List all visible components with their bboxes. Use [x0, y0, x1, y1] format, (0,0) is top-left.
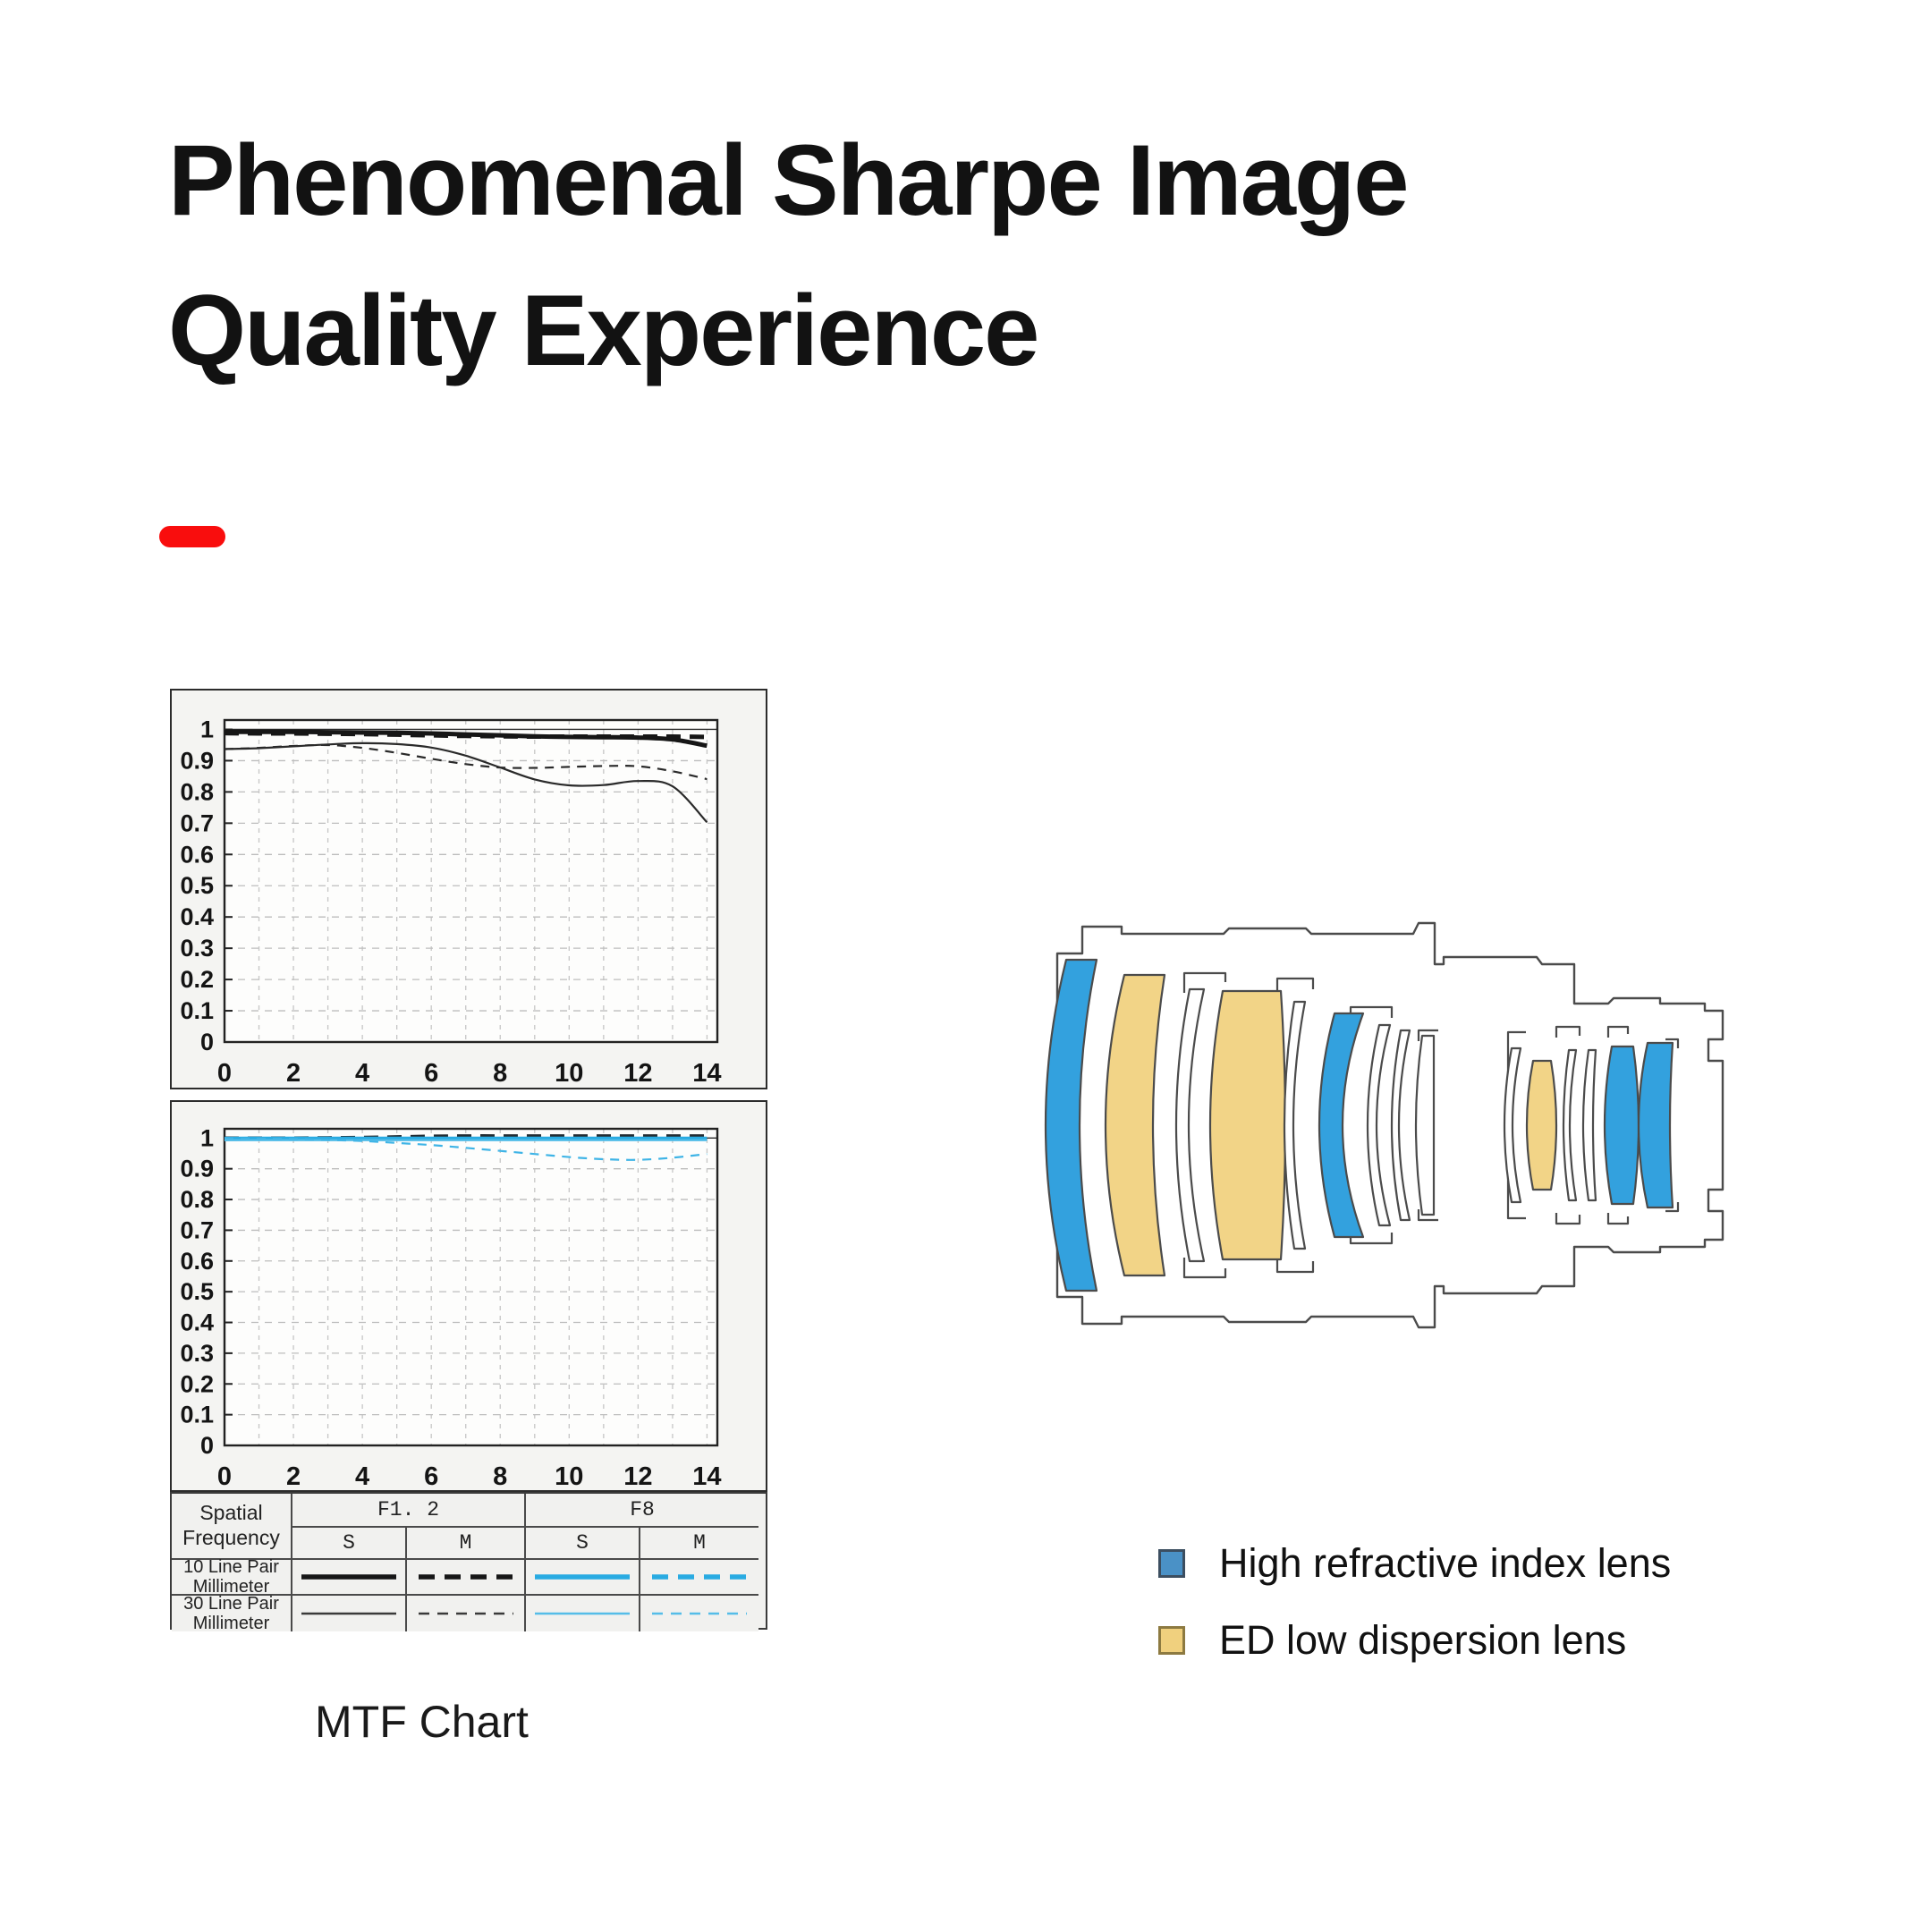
svg-text:4: 4 [355, 1462, 369, 1490]
table-subheader-s1: S [292, 1528, 407, 1560]
svg-text:0.1: 0.1 [180, 997, 214, 1024]
svg-text:1: 1 [200, 716, 214, 742]
svg-text:1: 1 [200, 1124, 214, 1151]
swatch-30lp-f12-s [292, 1596, 407, 1631]
svg-text:8: 8 [493, 1059, 507, 1088]
lens-element-13 [1581, 1048, 1597, 1202]
legend-label-high-refractive: High refractive index lens [1219, 1540, 1672, 1586]
swatch-10lp-f12-m [407, 1560, 526, 1596]
lens-element-3 [1174, 987, 1206, 1263]
mtf-legend-table: Spatial Frequency F1. 2 F8 S M S M 10 Li… [170, 1492, 767, 1633]
svg-text:0.1: 0.1 [180, 1402, 214, 1428]
svg-text:8: 8 [493, 1462, 507, 1490]
mtf-chart-panel-f1-2: 1 0.9 0.8 0.7 0.6 0.5 0.4 0.3 0.2 0.1 0 0 2 4 6 8 10 12 14 [170, 689, 767, 1089]
table-corner-label: Spatial Frequency [172, 1494, 292, 1560]
swatch-10lp-f8-s [526, 1560, 640, 1596]
legend-row-high-refractive: High refractive index lens [1158, 1540, 1671, 1587]
svg-text:0.8: 0.8 [180, 1186, 214, 1213]
red-accent-bar [159, 526, 225, 547]
table-subheader-m1: M [407, 1528, 526, 1560]
svg-text:0.7: 0.7 [180, 809, 214, 836]
page-title: Phenomenal Sharpe Image Quality Experien… [168, 106, 1410, 406]
svg-text:4: 4 [355, 1059, 369, 1088]
svg-text:0.8: 0.8 [180, 778, 214, 805]
swatch-30lp-f8-m [640, 1596, 758, 1631]
lens-element-9 [1414, 1034, 1436, 1216]
lens-element-10 [1503, 1046, 1522, 1204]
swatch-10lp-f12-s [292, 1560, 407, 1596]
svg-text:0: 0 [200, 1029, 214, 1055]
svg-text:0.3: 0.3 [180, 1340, 214, 1367]
svg-text:0: 0 [217, 1462, 232, 1490]
lens-element-ed-3 [1525, 1059, 1558, 1191]
svg-text:0.5: 0.5 [180, 1278, 214, 1305]
table-subheader-s2: S [526, 1528, 640, 1560]
svg-text:0: 0 [200, 1432, 214, 1459]
high-refractive-swatch-icon [1158, 1549, 1185, 1578]
lens-element-blue-4 [1637, 1041, 1674, 1209]
lens-element-5 [1283, 1000, 1307, 1250]
svg-text:12: 12 [623, 1059, 652, 1088]
svg-text:2: 2 [286, 1059, 301, 1088]
table-subheader-m2: M [640, 1528, 758, 1560]
svg-text:0.6: 0.6 [180, 841, 214, 868]
mtf-chart-f8: 1 0.9 0.8 0.7 0.6 0.5 0.4 0.3 0.2 0.1 00 2 4 6 8 10 12 14 [180, 1124, 721, 1490]
lens-diagram-svg [1044, 921, 1724, 1329]
lens-element-blue-1 [1044, 958, 1098, 1292]
svg-text:0.6: 0.6 [180, 1248, 214, 1275]
svg-text:0.4: 0.4 [180, 1309, 214, 1336]
svg-text:10: 10 [555, 1462, 583, 1490]
svg-text:0.2: 0.2 [180, 966, 214, 993]
svg-text:0.9: 0.9 [180, 747, 214, 774]
svg-text:2: 2 [286, 1462, 301, 1490]
lens-element-ed-1 [1104, 973, 1166, 1277]
lens-element-12 [1562, 1048, 1578, 1202]
svg-text:12: 12 [623, 1462, 652, 1490]
lens-construction-diagram [1039, 848, 1741, 1406]
page-title-line-1: Phenomenal Sharpe Image [168, 124, 1410, 236]
mtf-chart-caption: MTF Chart [315, 1697, 529, 1747]
swatch-10lp-f8-m [640, 1560, 758, 1596]
lens-element-blue-2 [1318, 1012, 1365, 1239]
lens-legend: High refractive index lens ED low disper… [1158, 1540, 1671, 1694]
svg-text:0.2: 0.2 [180, 1370, 214, 1397]
legend-label-ed-lens: ED low dispersion lens [1219, 1617, 1627, 1663]
lens-element-blue-3 [1603, 1045, 1640, 1206]
swatch-30lp-f12-m [407, 1596, 526, 1631]
svg-text:0.3: 0.3 [180, 935, 214, 962]
svg-text:0.7: 0.7 [180, 1216, 214, 1243]
svg-text:6: 6 [424, 1059, 438, 1088]
lens-element-7 [1366, 1023, 1392, 1227]
table-aperture-f1-2: F1. 2 [292, 1494, 526, 1528]
svg-text:0.5: 0.5 [180, 872, 214, 899]
swatch-30lp-f8-s [526, 1596, 640, 1631]
page-title-line-2: Quality Experience [168, 275, 1039, 386]
svg-text:6: 6 [424, 1462, 438, 1490]
legend-row-ed-lens: ED low dispersion lens [1158, 1617, 1671, 1664]
mtf-chart-f1-2: 1 0.9 0.8 0.7 0.6 0.5 0.4 0.3 0.2 0.1 00 2 4 6 8 10 12 14 [180, 716, 721, 1088]
svg-text:10: 10 [555, 1059, 583, 1088]
table-aperture-f8: F8 [526, 1494, 758, 1528]
table-row-label-30lp: 30 Line Pair Millimeter [172, 1594, 292, 1633]
lens-element-ed-2 [1208, 989, 1287, 1261]
svg-text:0.4: 0.4 [180, 903, 214, 930]
svg-text:0: 0 [217, 1059, 232, 1088]
mtf-chart-panel-f8: 1 0.9 0.8 0.7 0.6 0.5 0.4 0.3 0.2 0.1 0 0 2 4 6 8 10 12 14 [170, 1100, 767, 1492]
svg-text:0.9: 0.9 [180, 1156, 214, 1182]
svg-text:14: 14 [692, 1462, 721, 1490]
svg-text:14: 14 [692, 1059, 721, 1088]
table-row-label-10lp: 10 Line Pair Millimeter [172, 1557, 292, 1597]
ed-lens-swatch-icon [1158, 1626, 1185, 1655]
lens-element-8 [1390, 1029, 1411, 1222]
